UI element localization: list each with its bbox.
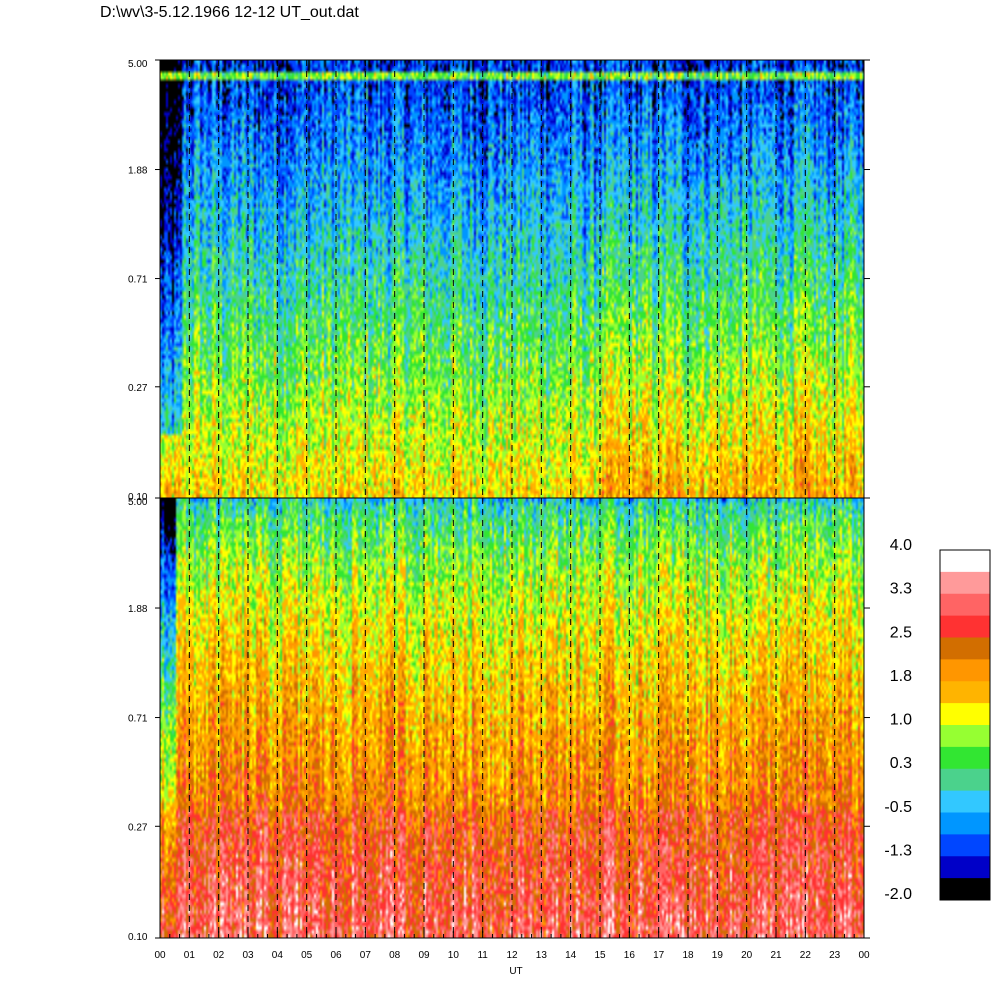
x-axis-label: UT [509, 966, 522, 977]
x-tick-label: 08 [389, 950, 401, 961]
x-tick-label: 22 [800, 950, 812, 961]
x-tick-label: 12 [506, 950, 518, 961]
colorbar-swatch [940, 659, 990, 682]
x-tick-label: 21 [770, 950, 782, 961]
x-tick-label: 11 [477, 950, 488, 961]
colorbar-swatch [940, 615, 990, 638]
x-tick-label: 00 [154, 950, 166, 961]
x-tick-label: 04 [272, 950, 284, 961]
colorbar-swatch [940, 593, 990, 617]
colorbar-swatch [940, 768, 990, 792]
y-tick-label: 1.88 [128, 604, 148, 615]
x-tick-label: 13 [536, 950, 548, 961]
colorbar-label: -2.0 [884, 886, 912, 903]
colorbar-swatch [940, 746, 990, 770]
colorbar-label: 0.3 [890, 755, 912, 772]
x-tick-label: 00 [858, 950, 870, 961]
y-tick-label: 0.10 [128, 932, 148, 943]
x-tick-label: 05 [301, 950, 313, 961]
colorbar-label: 4.0 [890, 537, 912, 554]
colorbar-frame [939, 549, 991, 901]
x-tick-label: 06 [330, 950, 342, 961]
colorbar-label: -0.5 [884, 799, 912, 816]
x-tick-label: 18 [682, 950, 694, 961]
chart-title: D:\wv\3-5.12.1966 12-12 UT_out.dat [100, 4, 359, 21]
colorbar-swatch [940, 550, 990, 573]
x-tick-label: 15 [594, 950, 606, 961]
x-tick-label: 07 [360, 950, 372, 961]
panel-top: 5.00 1.88 0.71 0.27 0.10 [128, 59, 870, 503]
x-tick-label: 17 [653, 950, 665, 961]
colorbar-swatch [940, 681, 990, 704]
colorbar-label: 2.5 [890, 624, 912, 641]
x-tick-label: 23 [829, 950, 841, 961]
y-tick-label: 0.71 [128, 714, 148, 725]
y-tick-label: 0.27 [128, 383, 148, 394]
x-tick-label: 09 [418, 950, 430, 961]
x-tick-label: 02 [213, 950, 225, 961]
y-tick-label: 0.71 [128, 275, 148, 286]
colorbar-swatch [940, 571, 990, 595]
panel-bottom: 5.00 1.88 0.71 0.27 0.10 00 01 02 03 04 05 06 07 08 09… [128, 497, 870, 977]
colorbar-label: 1.0 [890, 712, 912, 729]
x-tick-label: 20 [741, 950, 753, 961]
colorbar-swatch [940, 856, 990, 879]
colorbar-swatch [940, 878, 990, 901]
x-tick-label: 01 [184, 950, 196, 961]
colorbar-swatch [940, 725, 990, 748]
colorbar: 4.0 3.3 2.5 1.8 1.0 0.3 -0.5 -1.3 -2.0 [884, 537, 991, 903]
x-tick-label: 10 [448, 950, 460, 961]
y-tick-label: 5.00 [128, 497, 148, 508]
x-tick-label: 19 [712, 950, 724, 961]
x-tick-label: 14 [565, 950, 577, 961]
y-tick-label: 5.00 [128, 59, 148, 70]
colorbar-swatch [940, 637, 990, 660]
colorbar-swatch [940, 790, 990, 813]
colorbar-label: -1.3 [884, 842, 912, 859]
heatmap-top [160, 60, 864, 498]
colorbar-label: 1.8 [890, 668, 912, 685]
x-tick-label: 03 [242, 950, 254, 961]
colorbar-label: 3.3 [890, 581, 912, 598]
y-tick-label: 0.10 [128, 492, 148, 503]
colorbar-swatch [940, 834, 990, 857]
y-tick-label: 1.88 [128, 166, 148, 177]
colorbar-swatch [940, 812, 990, 835]
x-tick-label: 16 [624, 950, 636, 961]
y-tick-label: 0.27 [128, 822, 148, 833]
colorbar-swatch [940, 703, 990, 726]
